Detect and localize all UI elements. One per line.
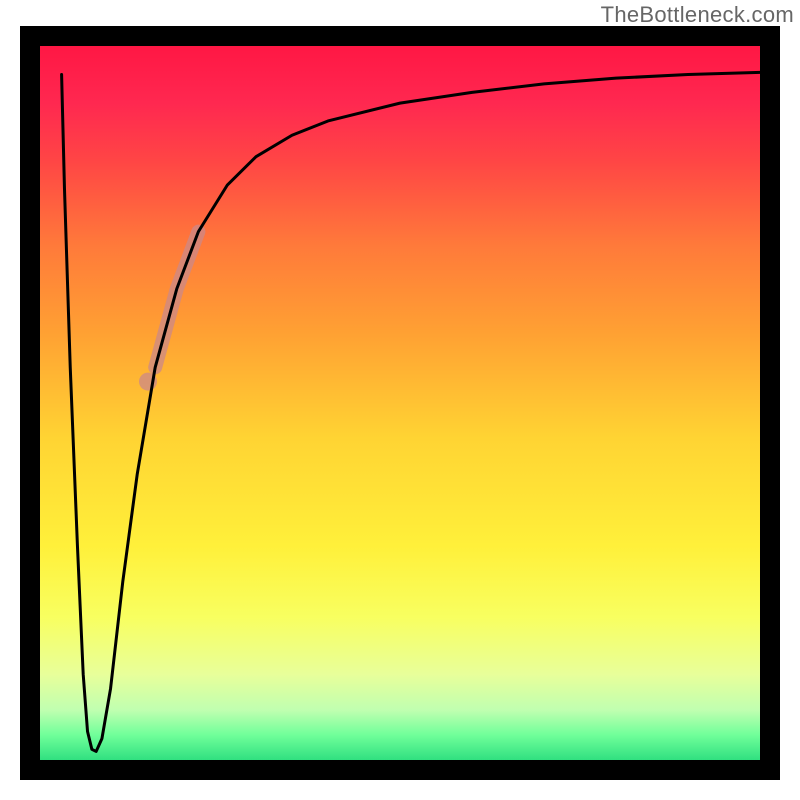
chart-svg: [0, 0, 800, 800]
chart-container: TheBottleneck.com: [0, 0, 800, 800]
watermark-text: TheBottleneck.com: [601, 2, 794, 28]
